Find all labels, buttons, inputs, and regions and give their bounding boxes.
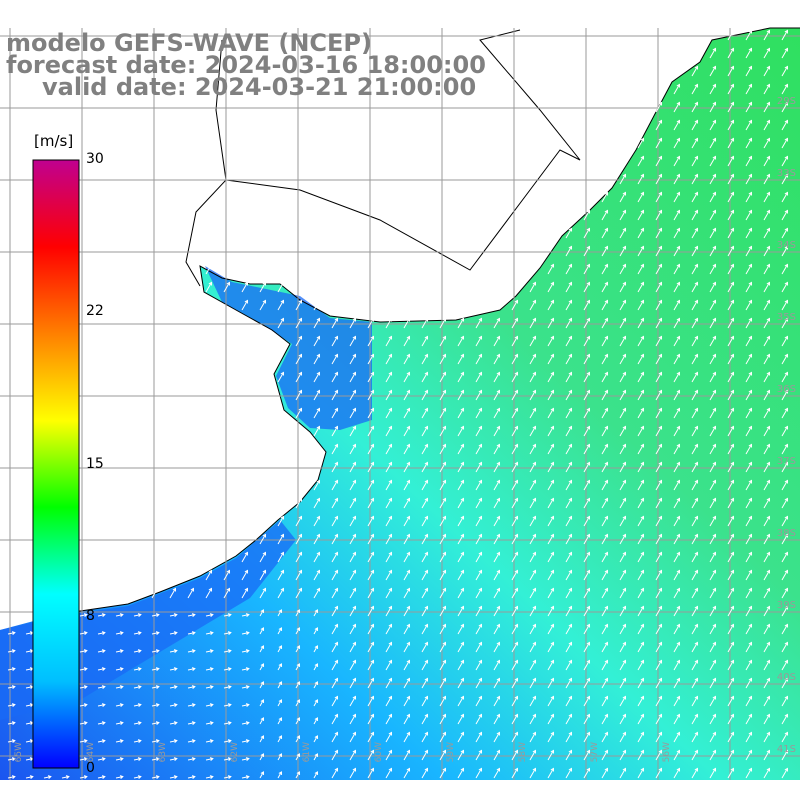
colorbar <box>32 159 80 769</box>
lat-label: 38S <box>776 528 796 539</box>
lon-label: 64W <box>86 742 96 763</box>
lon-label: 65W <box>14 742 24 763</box>
valid-date: valid date: 2024-03-21 21:00:00 <box>42 73 477 101</box>
wind-arrows <box>7 29 789 780</box>
country-border <box>225 29 581 271</box>
colorbar-tick: 15 <box>86 456 104 472</box>
lon-label: 63W <box>158 742 168 763</box>
lon-label: 62W <box>230 742 240 763</box>
lon-label: 59W <box>446 742 456 763</box>
colorbar-tick: 8 <box>86 608 95 624</box>
map-grid <box>0 28 800 780</box>
lon-label: 58W <box>518 742 528 763</box>
colorbar-unit: [m/s] <box>34 132 74 150</box>
model-title: modelo GEFS-WAVE (NCEP) <box>6 29 372 57</box>
lon-label: 61W <box>302 742 312 763</box>
lat-label: 35S <box>776 312 796 323</box>
country-border <box>185 39 227 287</box>
lat-label: 36S <box>776 384 796 395</box>
lon-label: 56W <box>662 742 672 763</box>
lon-label: 60W <box>374 742 384 763</box>
lat-label: 29S <box>776 96 796 107</box>
lat-label: 40S <box>776 672 796 683</box>
forecast-date: forecast date: 2024-03-16 18:00:00 <box>6 51 486 79</box>
colorbar-tick: 0 <box>86 760 95 776</box>
lat-label: 37S <box>776 456 796 467</box>
colorbar-tick: 22 <box>86 303 104 319</box>
lat-label: 34S <box>776 240 796 251</box>
lat-label: 41S <box>776 744 796 755</box>
colorbar-tick: 30 <box>86 151 104 167</box>
lat-label: 33S <box>776 168 796 179</box>
low-speed-area <box>205 266 372 430</box>
lat-label: 39S <box>776 600 796 611</box>
lon-label: 57W <box>590 742 600 763</box>
